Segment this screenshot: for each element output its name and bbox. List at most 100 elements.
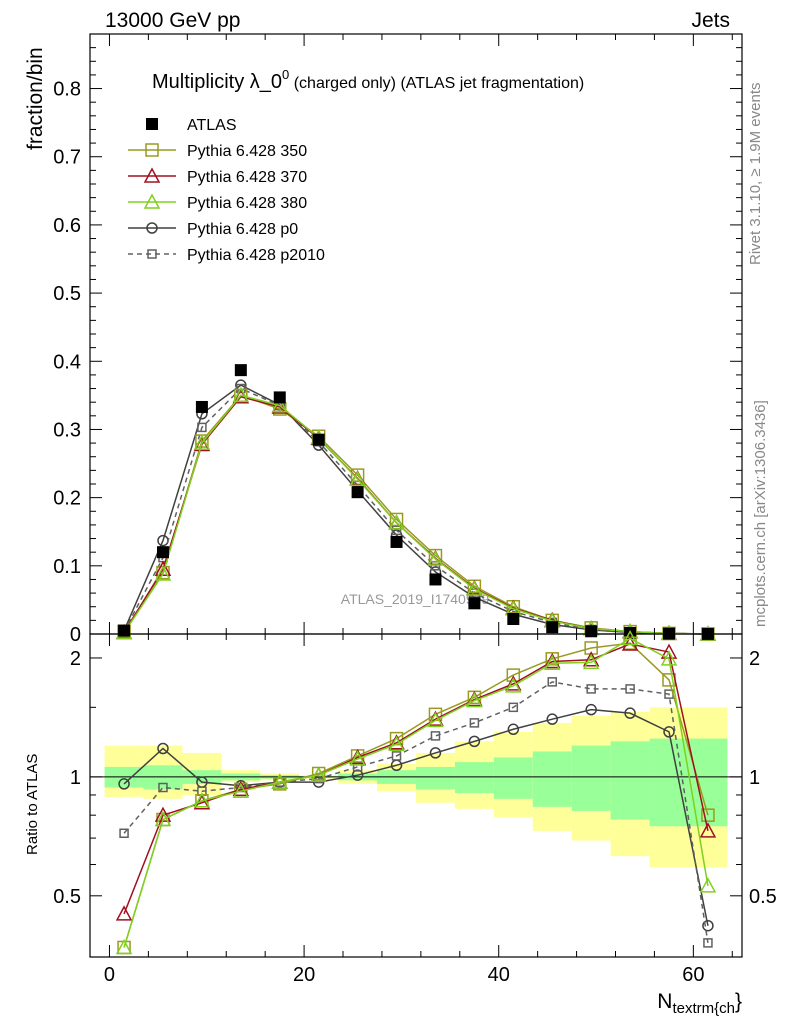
- inner-band-bin: [610, 741, 650, 820]
- ratio-series-point: [703, 938, 713, 948]
- main-series-point: [232, 386, 250, 403]
- inner-band-bin: [493, 757, 533, 799]
- ratio-series-line: [123, 642, 709, 948]
- legend-entry: Pythia 6.428 p2010: [128, 247, 325, 264]
- inner-band-bin: [532, 751, 572, 807]
- legend-label: ATLAS: [187, 117, 237, 134]
- ratio-series-point: [543, 654, 561, 670]
- legend-entry: Pythia 6.428 370: [128, 167, 307, 186]
- main-series-point: [118, 624, 131, 637]
- xlabel-tail: }: [735, 990, 742, 1013]
- ratio-frame: [89, 633, 743, 958]
- main-ytick-label: 0.5: [53, 283, 81, 305]
- ratio-series-line: [123, 708, 709, 926]
- legend-label: Pythia 6.428 380: [187, 195, 307, 212]
- main-ytick-label: 0: [70, 624, 81, 646]
- xtick-label: 60: [682, 964, 704, 986]
- main-ytick-label: 0.3: [53, 419, 81, 441]
- ratio-ytick-label-right: 1: [749, 767, 760, 789]
- rivet-label: Rivet 3.1.10, ≥ 1.9M events: [747, 83, 764, 266]
- ratio-series-point: [507, 723, 520, 736]
- xlabel-main: N: [657, 990, 672, 1013]
- main-series-point: [391, 525, 402, 536]
- mcplots-label: mcplots.cern.ch [arXiv:1306.3436]: [752, 400, 769, 627]
- main-series-point: [312, 433, 325, 446]
- ratio-series-point: [115, 938, 133, 955]
- ratio-series-line: [123, 681, 709, 944]
- ratio-series-point: [469, 718, 480, 728]
- ratio-series-point: [508, 702, 519, 713]
- ratio-series-point: [119, 828, 129, 839]
- main-ytick-label: 0.2: [53, 488, 81, 510]
- main-ytick-label: 0.4: [53, 351, 81, 373]
- ratio-series-point: [582, 653, 600, 670]
- ratio-series-point: [388, 735, 405, 751]
- ratio-series-point: [157, 742, 169, 755]
- main-series-point: [466, 580, 483, 596]
- ratio-series-point: [505, 677, 522, 693]
- main-series-point: [273, 391, 286, 404]
- main-series-point: [271, 397, 289, 413]
- main-ylabel: fraction/bin: [24, 47, 47, 150]
- main-series-point: [154, 565, 172, 581]
- ratio-ytick-label: 2: [70, 648, 81, 670]
- analysis-watermark: ATLAS_2019_I1740909: [341, 591, 490, 607]
- main-ytick-label: 0.1: [53, 556, 81, 578]
- ratio-series-point: [468, 735, 481, 748]
- ratio-series-point: [391, 751, 402, 761]
- legend-label: Pythia 6.428 p0: [187, 221, 298, 238]
- main-series-point: [428, 548, 443, 563]
- legend-label: Pythia 6.428 370: [187, 169, 307, 186]
- ratio-series: [118, 703, 714, 932]
- main-series-point: [389, 512, 404, 527]
- ratio-series-point: [582, 651, 600, 667]
- title-main: Multiplicity λ_0: [152, 71, 282, 93]
- header-left: 13000 GeV pp: [105, 9, 240, 32]
- main-series-line: [123, 394, 708, 635]
- ratio-series-point: [625, 684, 635, 694]
- ratio-series-point: [349, 750, 366, 766]
- inner-band-bin: [416, 766, 455, 790]
- legend: ATLAS Pythia 6.428 350 Pythia 6.428 370 Pyt…: [128, 117, 325, 264]
- xtick-label: 20: [293, 964, 315, 986]
- legend-marker: [143, 167, 161, 183]
- legend-marker: [143, 193, 161, 209]
- main-series-point: [197, 422, 207, 433]
- ratio-series-point: [312, 776, 325, 788]
- plot-title: Multiplicity λ_00 (charged only) (ATLAS …: [152, 67, 584, 93]
- ratio-series-point: [158, 782, 168, 793]
- ratio-ytick-label-right: 0.5: [749, 886, 777, 908]
- ratio-series-point: [585, 703, 597, 716]
- main-series-point: [349, 470, 366, 486]
- main-series-point: [193, 434, 211, 450]
- ratio-ytick-label-right: 2: [749, 648, 760, 670]
- ratio-panel: 0 20 40 60 0.5 0.5 1 1 2 2: [53, 34, 777, 986]
- ratio-series-point: [310, 766, 327, 782]
- inner-band-bin: [454, 762, 494, 794]
- main-ytick-label: 0.7: [53, 147, 81, 169]
- ratio-ytick-label: 0.5: [53, 886, 81, 908]
- main-series-point: [585, 625, 598, 638]
- main-series-point: [388, 514, 405, 530]
- main-series-point: [468, 597, 481, 610]
- main-ytick-label: 0.8: [53, 79, 81, 101]
- ratio-ytick-label: 1: [70, 767, 81, 789]
- ratio-series-point: [429, 747, 442, 759]
- legend-marker: [146, 222, 158, 234]
- main-series-point: [546, 621, 559, 634]
- legend-entry: ATLAS: [146, 117, 237, 134]
- title-sup: 0: [282, 67, 289, 82]
- title-tail: (charged only) (ATLAS jet fragmentation): [289, 75, 584, 92]
- ratio-series-point: [118, 778, 130, 790]
- legend-entry: Pythia 6.428 p0: [128, 221, 298, 238]
- header-right: Jets: [691, 9, 730, 32]
- main-series-point: [351, 486, 364, 499]
- ratio-series-point: [586, 684, 596, 694]
- main-series-point: [234, 364, 247, 377]
- legend-label: Pythia 6.428 350: [187, 143, 307, 160]
- main-series-point: [507, 613, 520, 625]
- ratio-ylabel: Ratio to ATLAS: [24, 754, 41, 855]
- legend-marker: [146, 118, 158, 130]
- ratio-series-point: [660, 650, 678, 666]
- legend-label: Pythia 6.428 p2010: [187, 247, 325, 264]
